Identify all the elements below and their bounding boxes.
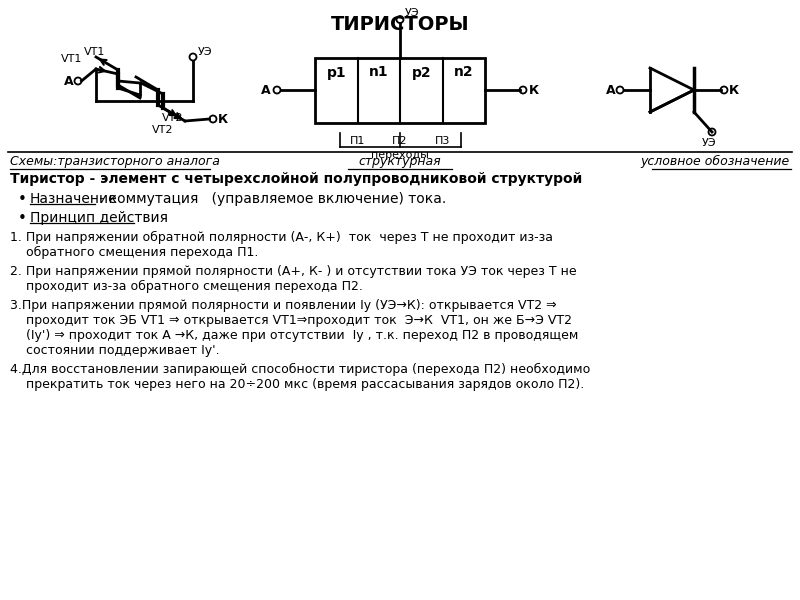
Text: n1: n1 — [369, 65, 389, 79]
Text: П1: П1 — [350, 136, 365, 146]
Text: n2: n2 — [454, 65, 474, 79]
Text: 1. При напряжении обратной полярности (А-, К+)  ток  через Т не проходит из-за: 1. При напряжении обратной полярности (А… — [10, 231, 553, 244]
Text: проходит ток ЭБ VT1 ⇒ открывается VT1⇒проходит ток  Э→К  VT1, он же Б→Э VT2: проходит ток ЭБ VT1 ⇒ открывается VT1⇒пр… — [10, 314, 572, 327]
Text: - коммутация   (управляемое включение) тока.: - коммутация (управляемое включение) ток… — [95, 192, 446, 206]
Text: А: А — [261, 84, 270, 97]
Text: УЭ: УЭ — [702, 138, 717, 148]
Text: структурная: структурная — [358, 155, 442, 168]
Text: 3.При напряжении прямой полярности и появлении Iy (УЭ→К): открывается VT2 ⇒: 3.При напряжении прямой полярности и поя… — [10, 299, 557, 312]
Text: ТИРИСТОРЫ: ТИРИСТОРЫ — [330, 15, 470, 34]
Text: прекратить ток через него на 20÷200 мкс (время рассасывания зарядов около П2).: прекратить ток через него на 20÷200 мкс … — [10, 378, 584, 391]
Bar — [315, 58, 485, 122]
Text: Назначение: Назначение — [30, 192, 118, 206]
Text: К: К — [218, 113, 228, 126]
Text: (Iy') ⇒ проходит ток А →К, даже при отсутствии  Iy , т.к. переход П2 в проводяще: (Iy') ⇒ проходит ток А →К, даже при отсу… — [10, 329, 578, 342]
Text: А: А — [64, 75, 74, 88]
Text: Принцип действия: Принцип действия — [30, 211, 168, 225]
Text: условное обозначение: условное обозначение — [641, 155, 790, 168]
Text: П3: П3 — [435, 136, 450, 146]
Text: 4.Для восстановлении запирающей способности тиристора (перехода П2) необходимо: 4.Для восстановлении запирающей способно… — [10, 363, 590, 376]
Text: VT1: VT1 — [61, 54, 82, 64]
Text: •: • — [18, 192, 27, 207]
Text: П2: П2 — [392, 136, 408, 146]
Text: VT2: VT2 — [152, 125, 174, 135]
Text: VT2: VT2 — [162, 113, 183, 123]
Text: УЭ: УЭ — [405, 8, 420, 19]
Text: состоянии поддерживает Iy'.: состоянии поддерживает Iy'. — [10, 344, 220, 357]
Text: Схемы:транзисторного аналога: Схемы:транзисторного аналога — [10, 155, 220, 168]
Text: К: К — [729, 84, 739, 97]
Text: проходит из-за обратного смещения перехода П2.: проходит из-за обратного смещения перехо… — [10, 280, 363, 293]
Text: •: • — [18, 211, 27, 226]
Text: p1: p1 — [326, 65, 346, 79]
Text: А: А — [606, 84, 616, 97]
Text: Тиристор - элемент с четырехслойной полупроводниковой структурой: Тиристор - элемент с четырехслойной полу… — [10, 172, 582, 186]
Text: УЭ: УЭ — [198, 47, 213, 57]
Text: обратного смещения перехода П1.: обратного смещения перехода П1. — [10, 246, 258, 259]
Text: p2: p2 — [411, 65, 431, 79]
Text: VT1: VT1 — [84, 47, 106, 57]
Text: 2. При напряжении прямой полярности (А+, К- ) и отсутствии тока УЭ ток через Т н: 2. При напряжении прямой полярности (А+,… — [10, 265, 577, 278]
Text: К: К — [529, 84, 539, 97]
Text: переходы: переходы — [371, 151, 429, 160]
